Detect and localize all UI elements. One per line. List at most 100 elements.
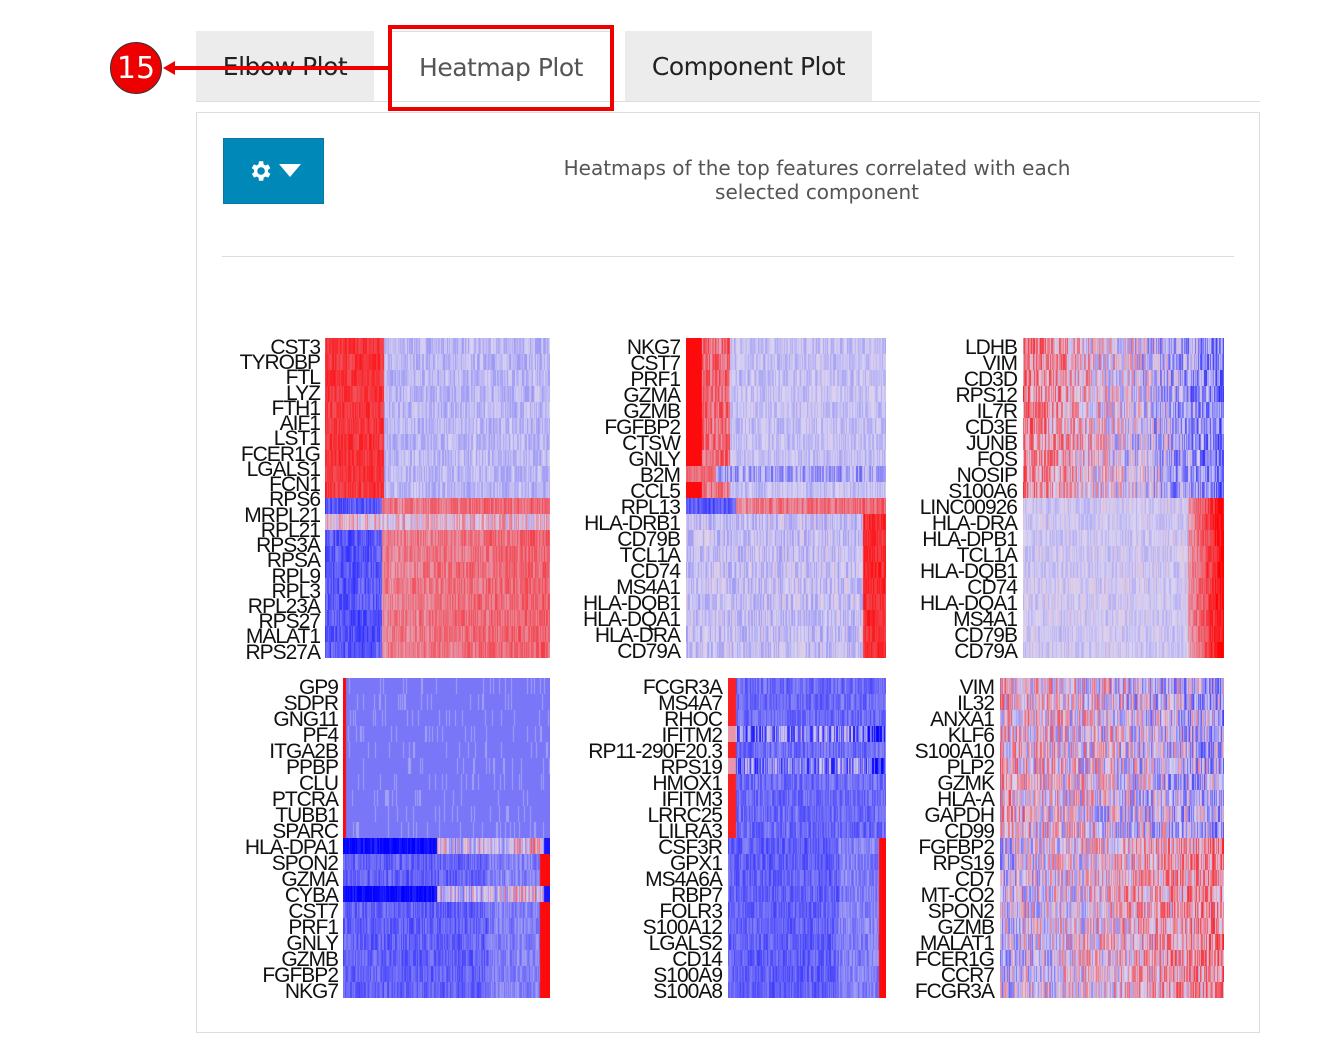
gene-label: CST7 (288, 900, 339, 923)
annotation-badge: 15 (110, 42, 162, 94)
heatmap-row (728, 758, 886, 774)
gene-label: AIF1 (279, 412, 321, 436)
gene-label: FTH1 (271, 396, 322, 420)
gene-label: ITGA2B (269, 740, 339, 763)
heatmap-row (1000, 950, 1224, 966)
gene-label: HLA-DQB1 (919, 560, 1018, 583)
heatmap-row (1023, 626, 1224, 642)
heatmap-row (728, 774, 886, 790)
tab-component-plot[interactable]: Component Plot (625, 31, 872, 101)
gene-label: CCR7 (940, 964, 995, 987)
heatmap-row (325, 450, 550, 466)
gene-labels: FCGR3A MS4A7 RHOC IFITM2 RP11-290F20.3 RPS19 H… (562, 677, 724, 1003)
heatmap-row (728, 678, 886, 694)
heatmap-row (343, 966, 550, 982)
tab-heatmap-plot[interactable]: Heatmap Plot (390, 31, 612, 103)
gene-label: GZMA (623, 384, 681, 407)
gene-label: TCL1A (619, 544, 681, 567)
gene-label: CD74 (967, 576, 1018, 599)
gene-label: NKG7 (626, 336, 681, 359)
gene-label: HLA-DRA (931, 512, 1018, 535)
heatmap-row (325, 642, 550, 658)
heatmap-row (343, 854, 550, 870)
heatmap-row (728, 822, 886, 838)
gene-label: RHOC (664, 708, 723, 731)
heatmap-row (325, 610, 550, 626)
heatmap-row (1000, 774, 1224, 790)
gene-label: PRF1 (630, 368, 681, 391)
gene-label: RPL9 (271, 564, 321, 588)
gene-label: RPS19 (660, 756, 723, 779)
heatmap-row (343, 982, 550, 998)
gene-label: LYZ (286, 381, 321, 405)
heatmap-row (728, 870, 886, 886)
gene-label: RPS19 (932, 852, 995, 875)
gene-label: NKG7 (284, 980, 339, 1003)
heatmap-row (1000, 790, 1224, 806)
gene-label: CYBA (284, 884, 339, 907)
gene-label: SPON2 (271, 852, 339, 875)
gene-label: GNG11 (273, 708, 339, 731)
gene-label: CD7 (954, 868, 995, 891)
heatmap-row (686, 386, 886, 402)
heatmap-row (728, 790, 886, 806)
heatmap (686, 338, 886, 658)
tab-bar-border (196, 101, 1260, 102)
heatmap-row (343, 870, 550, 886)
heatmap-row (686, 514, 886, 530)
gene-label: JUNB (966, 432, 1018, 455)
gene-label: RP11-290F20.3 (588, 740, 723, 763)
gene-label: ANXA1 (930, 708, 995, 731)
heatmap-row (686, 594, 886, 610)
heatmap-row (686, 562, 886, 578)
gene-label: HLA-DRA (594, 624, 681, 647)
gene-label: S100A6 (948, 480, 1018, 503)
gene-label: GZMK (937, 772, 995, 795)
heatmap-row (728, 886, 886, 902)
gene-label: MRPL21 (244, 503, 321, 527)
heatmap-row (325, 338, 550, 354)
gene-labels: NKG7 CST7 PRF1 GZMA GZMB FGFBP2 CTSW GNLY B2M CCL… (520, 336, 681, 662)
heatmap-row (1000, 678, 1224, 694)
gene-label: PPBP (285, 756, 339, 779)
tab-label: Component Plot (651, 51, 846, 81)
heatmap-row (728, 710, 886, 726)
gene-label: IFITM3 (661, 788, 724, 811)
gene-label: CTSW (622, 432, 681, 455)
heatmap-row (325, 370, 550, 386)
heatmap-row (343, 918, 550, 934)
heatmap-row (686, 402, 886, 418)
gene-label: RPL13 (620, 496, 681, 519)
heatmap-row (686, 482, 886, 498)
heatmap-row (343, 790, 550, 806)
heatmap-row (343, 838, 550, 854)
gene-label: MT-CO2 (920, 884, 995, 907)
gene-label: MALAT1 (245, 625, 321, 649)
gene-label: S100A8 (653, 980, 723, 1003)
heatmap-row (1000, 886, 1224, 902)
gene-label: PTCRA (271, 788, 339, 811)
gene-label: MS4A7 (658, 692, 723, 715)
gene-label: CST3 (270, 336, 321, 359)
gene-label: HLA-A (937, 788, 995, 811)
gene-label: CD79B (954, 624, 1018, 647)
gene-label: HLA-DQB1 (582, 592, 681, 615)
heatmap-row (1000, 854, 1224, 870)
heatmap-row (1000, 710, 1224, 726)
heatmap-row (1000, 822, 1224, 838)
gene-label: LILRA3 (657, 820, 723, 843)
gene-label: IL7R (976, 400, 1018, 423)
heatmap-row (325, 466, 550, 482)
gene-label: FCER1G (240, 442, 321, 466)
heatmap-row (686, 578, 886, 594)
heatmap-row (1023, 482, 1224, 498)
gene-label: FCGR3A (914, 980, 995, 1003)
gene-label: VIM (982, 352, 1018, 375)
heatmap-row (728, 726, 886, 742)
gene-label: RPL23A (247, 594, 321, 618)
gene-label: RPSA (266, 549, 321, 573)
settings-dropdown-button[interactable] (223, 138, 324, 204)
heatmap-row (343, 758, 550, 774)
heatmap-row (343, 950, 550, 966)
gene-label: RPS6 (269, 488, 321, 512)
